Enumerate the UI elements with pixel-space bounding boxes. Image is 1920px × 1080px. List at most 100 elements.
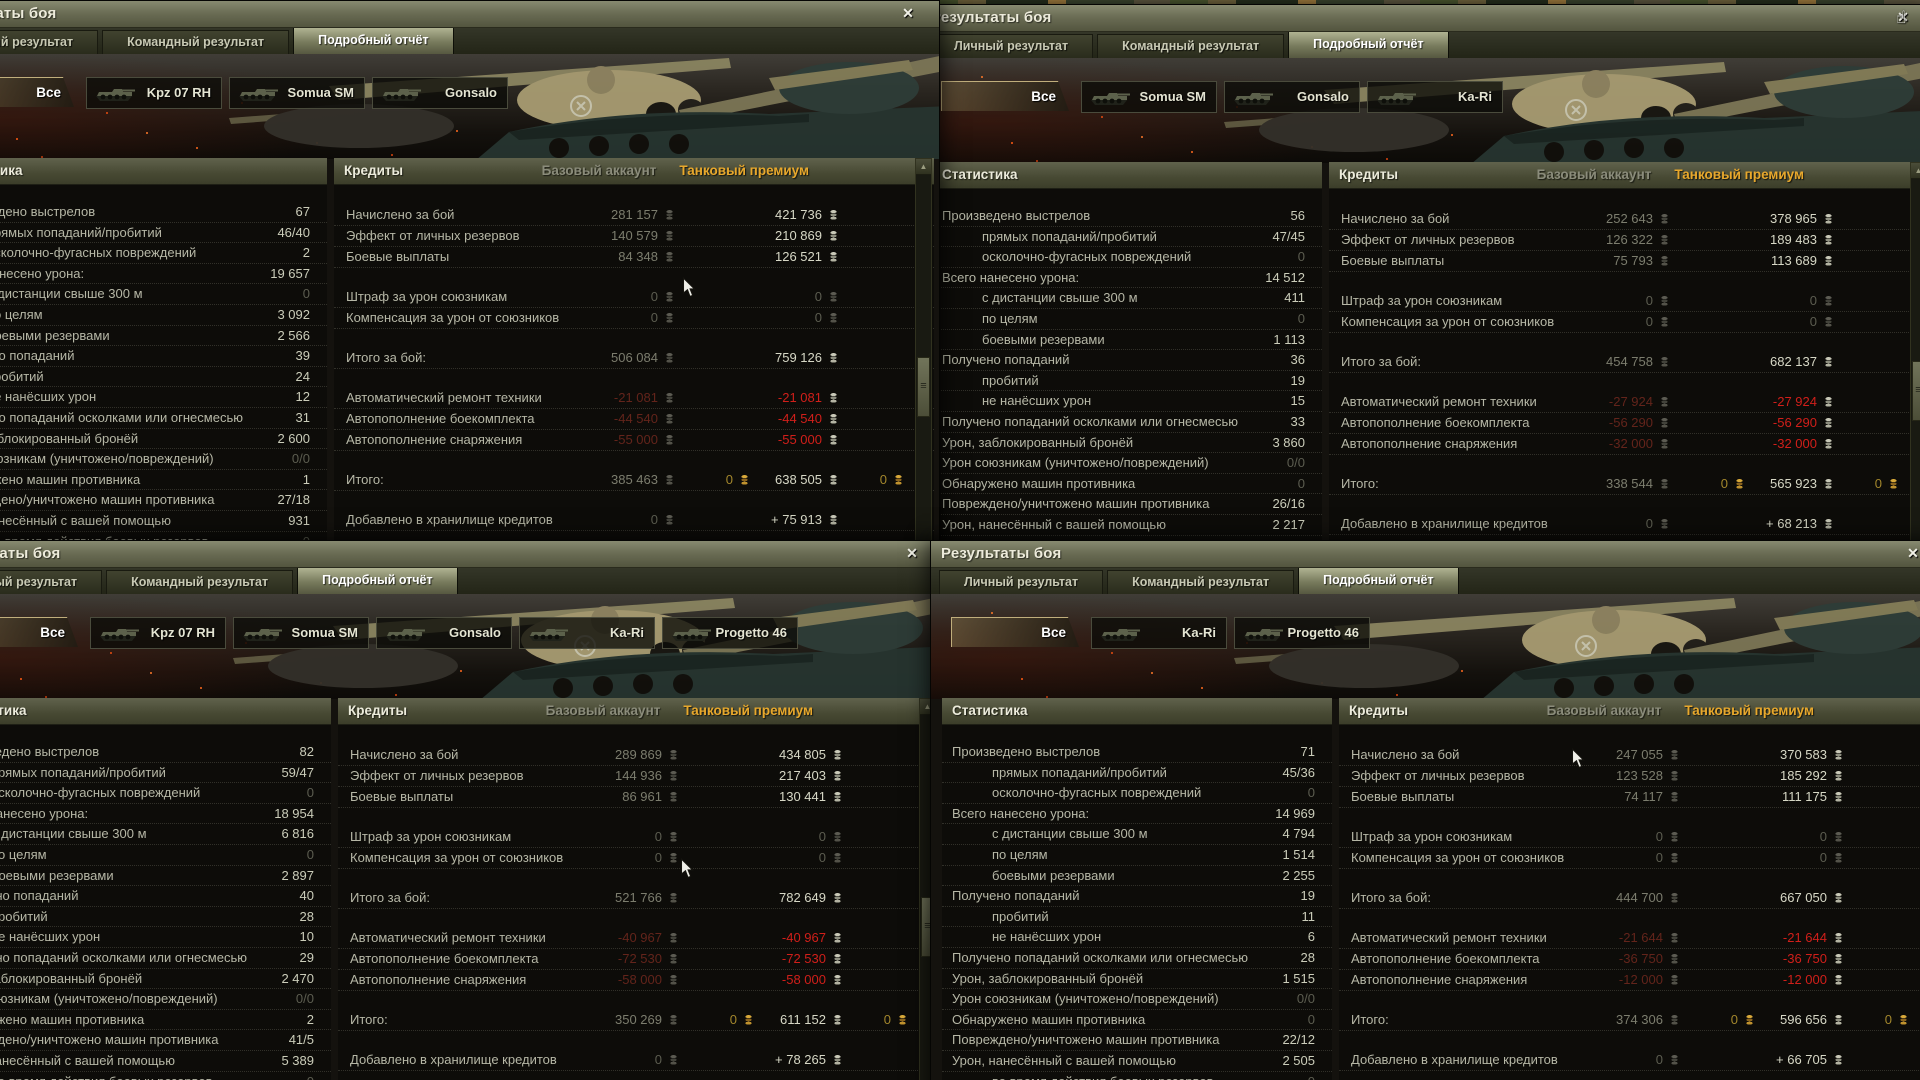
tank-filter-button[interactable]: Somua SM <box>229 77 365 109</box>
stat-label: по целям <box>0 306 43 322</box>
credits-premium-value: 370 583 <box>1780 747 1827 762</box>
credits-coin-icon <box>1668 1054 1681 1066</box>
credits-panel-header: Кредиты Базовый аккаунт Танковый премиум <box>334 158 934 185</box>
tank-filter-button[interactable]: Progetto 46 <box>662 617 798 649</box>
tab-personal-result[interactable]: Личный результат <box>0 30 99 54</box>
stat-label: Урон союзникам (уничтожено/повреждений) <box>0 451 214 467</box>
scrollbar-handle[interactable]: ≡ <box>917 357 930 417</box>
credits-coin-icon <box>1832 892 1845 904</box>
stat-value: 10 <box>299 929 314 945</box>
credits-row: Боевые выплаты 75 793 113 689 <box>1329 251 1920 272</box>
tab-team-result[interactable]: Командный результат <box>106 570 294 594</box>
stat-label: с дистанции свыше 300 м <box>0 286 143 302</box>
close-icon[interactable]: ✕ <box>906 545 918 561</box>
tank-filter-all-button[interactable]: Все <box>941 81 1069 111</box>
close-icon[interactable]: ✕ <box>902 5 914 21</box>
credits-coin-icon <box>1832 953 1845 965</box>
stat-label: Урон, нанесённый с вашей помощью <box>942 516 1166 532</box>
tab-detailed-report[interactable]: Подробный отчёт <box>1298 567 1459 594</box>
stat-row: прямых попаданий/пробитий 46/40 <box>0 223 327 244</box>
credits-premium-value: 0 <box>1809 314 1817 329</box>
window-title: Результаты боя <box>0 545 61 562</box>
credits-base-value: -32 000 <box>1608 436 1653 451</box>
tank-filter-button[interactable]: Somua SM <box>233 617 369 649</box>
credits-base-value: 454 758 <box>1606 354 1653 369</box>
tab-personal-result[interactable]: Личный результат <box>929 34 1094 58</box>
credits-premium-value: 111 175 <box>1781 789 1827 804</box>
tank-filter-button[interactable]: Ka-Ri <box>1091 617 1227 649</box>
stat-label: Повреждено/уничтожено машин противника <box>952 1032 1220 1048</box>
stat-value: 1 515 <box>1282 970 1315 986</box>
credits-coin-icon <box>663 312 676 324</box>
stat-value: 29 <box>299 949 314 965</box>
tank-filter-button[interactable]: Ka-Ri <box>1367 81 1503 113</box>
tab-personal-result[interactable]: Личный результат <box>0 570 103 594</box>
stat-row: пробитий 24 <box>0 367 327 388</box>
stat-row: не нанёсших урон 12 <box>0 387 327 408</box>
scrollbar-handle[interactable]: ≡ <box>1912 361 1920 421</box>
credits-coin-icon <box>1658 255 1671 267</box>
credits-coin-icon <box>663 514 676 526</box>
scrollbar-up-icon[interactable]: ▲ <box>1911 163 1920 179</box>
tab-team-result[interactable]: Командный результат <box>102 30 290 54</box>
window-titlebar: Результаты боя ✕ <box>931 541 1920 568</box>
credits-base-value: 0 <box>650 289 658 304</box>
tank-filter-button[interactable]: Kpz 07 RH <box>86 77 222 109</box>
credits-coin-icon <box>1668 831 1681 843</box>
tab-team-result[interactable]: Командный результат <box>1107 570 1295 594</box>
tank-filter-all-button[interactable]: Все <box>951 617 1079 647</box>
credits-base-value: 350 269 <box>615 1012 662 1027</box>
tank-filter-button[interactable]: Gonsalo <box>372 77 508 109</box>
tab-team-result[interactable]: Командный результат <box>1097 34 1285 58</box>
close-icon[interactable]: ✕ <box>1907 545 1919 561</box>
tank-filter-button[interactable]: Kpz 07 RH <box>90 617 226 649</box>
credits-label: Автопополнение снаряжения <box>1351 972 1528 987</box>
credits-label: Итого: <box>350 1012 388 1027</box>
stat-label: боевыми резервами <box>982 331 1105 347</box>
tab-detailed-report[interactable]: Подробный отчёт <box>1288 31 1449 58</box>
tank-filter-button[interactable]: Gonsalo <box>1224 81 1360 113</box>
credits-coin-icon <box>1832 831 1845 843</box>
tank-filter-button[interactable]: Ka-Ri <box>519 617 655 649</box>
stat-row: Обнаружено машин противника 0 <box>932 474 1322 495</box>
tank-filter-all-button[interactable]: Все <box>0 617 78 647</box>
credits-row: Автопополнение снаряжения -32 000 -32 000 <box>1329 434 1920 455</box>
tab-detailed-report[interactable]: Подробный отчёт <box>293 27 454 54</box>
credits-panel-header: Кредиты Базовый аккаунт Танковый премиум <box>1339 698 1920 725</box>
close-icon[interactable]: ✕ <box>1897 9 1909 25</box>
tank-filter-button[interactable]: Gonsalo <box>376 617 512 649</box>
credits-base-value: -21 644 <box>1618 930 1663 945</box>
tab-personal-result[interactable]: Личный результат <box>939 570 1104 594</box>
tab-detailed-report[interactable]: Подробный отчёт <box>297 567 458 594</box>
stat-value: 0 <box>306 785 314 801</box>
credits-row: Автопополнение снаряжения -55 000 -55 000 <box>334 430 934 451</box>
scrollbar-up-icon[interactable]: ▲ <box>916 159 931 175</box>
credits-row: Добавлено в хранилище кредитов 0 + 78 265 <box>338 1050 938 1071</box>
statistics-panel: Статистика Произведено выстрелов 71 прямых… <box>942 698 1332 1080</box>
credits-premium-value: 0 <box>814 289 822 304</box>
stat-row: Обнаружено машин противника 2 <box>0 1010 331 1031</box>
stat-row: осколочно-фугасных повреждений 2 <box>0 243 327 264</box>
tank-filter-button[interactable]: Progetto 46 <box>1234 617 1370 649</box>
stat-row: Урон союзникам (уничтожено/повреждений) 0… <box>0 989 331 1010</box>
credits-premium-value: 0 <box>1819 850 1827 865</box>
stat-value: 0 <box>306 846 314 862</box>
credits-base-value: 126 322 <box>1606 232 1653 247</box>
credits-base-value: 84 348 <box>618 249 658 264</box>
credits-row: Автоматический ремонт техники -40 967 -40 … <box>338 928 938 949</box>
tank-filter-all-button[interactable]: Все <box>0 77 74 107</box>
tank-filter-button[interactable]: Somua SM <box>1081 81 1217 113</box>
stat-label: пробитий <box>0 908 48 924</box>
credits-coin-icon <box>1832 770 1845 782</box>
credits-label: Боевые выплаты <box>346 249 450 264</box>
scrollbar[interactable]: ▲ ≡ <box>1910 162 1920 720</box>
credits-coin-icon <box>831 770 844 782</box>
stat-value: 5 389 <box>281 1052 314 1068</box>
credits-label: Автопополнение боекомплекта <box>1351 951 1540 966</box>
credits-coin-icon <box>667 852 680 864</box>
stat-label: боевыми резервами <box>0 867 114 883</box>
credits-coin-icon <box>667 892 680 904</box>
credits-label: Эффект от личных резервов <box>350 768 524 783</box>
tank-filter-row: Все Ka-Ri Progetto 46 <box>931 617 1920 649</box>
tank-filter-label: Ka-Ri <box>1182 625 1216 640</box>
